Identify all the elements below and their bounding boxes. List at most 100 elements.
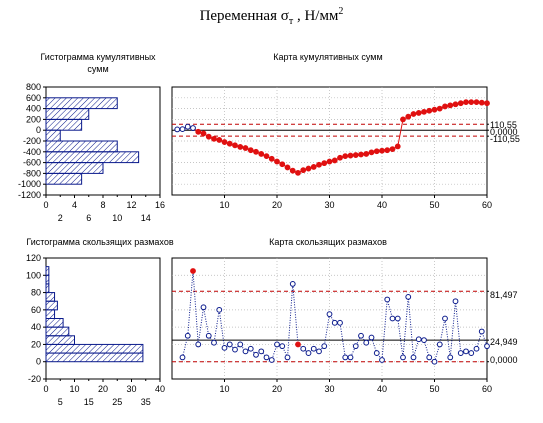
cusum-hist-ytick-label-9: -1000	[18, 179, 41, 189]
cusum-hist-xtick-label-top-1: 4	[72, 200, 77, 210]
range-hist-ytick-label-4: 40	[31, 322, 41, 332]
range-chart-point-34	[358, 332, 364, 339]
range-chart-point-7	[216, 306, 223, 313]
cusum-chart-point-9	[221, 139, 228, 145]
cusum-hist-bar-6	[45, 162, 104, 174]
cusum-chart-point-42	[394, 143, 401, 150]
cusum-hist-ytick-label-1: 600	[26, 93, 41, 103]
cusum-chart-point-24	[300, 167, 307, 174]
cusum-chart-point-7	[211, 135, 217, 142]
title-subscript: т	[288, 16, 294, 27]
range-hist-bar-9	[45, 343, 144, 354]
range-hist-bar-7	[45, 326, 70, 337]
range-hist-xtick-label-top-2: 20	[98, 384, 108, 394]
cusum-histogram-title-line2: сумм	[87, 64, 108, 74]
range-chart-point-1	[184, 332, 191, 339]
range-chart-point-30	[337, 319, 343, 326]
cusum-hist-ytick-label-7: -600	[23, 158, 41, 168]
range-hist-xtick-label-top-4: 40	[155, 384, 165, 394]
cusum-hist-bar-2	[45, 118, 83, 131]
range-hist-bar-10	[45, 352, 144, 363]
range-chart-point-3	[195, 341, 202, 348]
range-hist-bar-5	[45, 309, 56, 320]
cusum-chart-point-50	[436, 105, 443, 112]
cusum-chart-xtick-label-5: 60	[482, 200, 492, 210]
cusum-chart-point-34	[352, 152, 359, 158]
cusum-chart-point-39	[379, 147, 385, 154]
range-chart-point-57	[478, 328, 485, 335]
range-chart-point-39	[384, 296, 391, 303]
cusum-hist-xtick-label-bottom-0: 2	[58, 213, 63, 223]
cusum-chart-point-31	[337, 154, 343, 161]
range-chart-point-31	[342, 354, 349, 361]
range-chart-ucl-label: 81,497	[490, 290, 518, 300]
range-chart-point-37	[373, 350, 380, 356]
cusum-chart-point-22	[289, 167, 296, 174]
range-hist-bar-0	[45, 266, 50, 276]
cusum-chart-point-54	[457, 100, 464, 107]
range-hist-bar-6	[45, 318, 64, 328]
range-chart-point-54	[463, 348, 469, 355]
cusum-chart-point-20	[279, 161, 286, 168]
cusum-chart-point-37	[368, 149, 375, 156]
range-hist-xtick-label-top-0: 0	[43, 384, 48, 394]
range-chart-xtick-label-2: 30	[324, 384, 334, 394]
range-histogram-title: Гистограмма скользящих размахов	[26, 237, 173, 247]
range-hist-bar-2	[45, 283, 50, 294]
cusum-chart-point-53	[452, 101, 459, 108]
range-chart-point-16	[263, 354, 270, 361]
cusum-chart-point-13	[242, 145, 249, 151]
cusum-chart-point-52	[447, 102, 454, 109]
cusum-chart-point-18	[268, 155, 275, 162]
range-chart-point-53	[457, 350, 464, 356]
cusum-chart-point-44	[405, 113, 412, 120]
cusum-chart-xtick-label-2: 30	[324, 200, 334, 210]
cusum-chart-point-45	[410, 111, 417, 117]
cusum-chart-point-38	[373, 148, 380, 155]
cusum-chart-point-48	[426, 107, 433, 114]
cusum-chart-point-27	[316, 161, 322, 168]
cusum-hist-ytick-label-5: -200	[23, 136, 41, 146]
range-hist-xtick-label-bottom-1: 15	[84, 397, 94, 407]
cusum-chart-point-36	[363, 151, 370, 157]
range-chart: Карта скользящих размахов 10 20 30 40 50 60 8…	[171, 237, 518, 394]
range-hist-ytick-label-1: 100	[26, 270, 41, 280]
range-chart-point-19	[279, 343, 286, 350]
range-chart-lcl-label: 0,0000	[490, 355, 518, 365]
cusum-chart-point-5	[200, 130, 207, 137]
range-chart-xtick-label-0: 10	[219, 384, 229, 394]
cusum-hist-ytick-label-2: 400	[26, 104, 41, 114]
range-hist-xtick-label-top-3: 30	[126, 384, 136, 394]
cusum-chart-point-17	[263, 153, 270, 160]
range-chart-point-24	[305, 350, 312, 356]
cusum-chart-point-19	[274, 158, 280, 165]
cusum-chart-point-2	[184, 123, 191, 130]
range-hist-xtick-label-bottom-2: 25	[112, 397, 122, 407]
range-chart-point-33	[352, 343, 359, 350]
range-chart-point-49	[436, 341, 443, 348]
cusum-chart-point-6	[205, 133, 212, 140]
cusum-chart-point-51	[442, 103, 448, 110]
range-chart-point-20	[284, 354, 291, 361]
cusum-chart-point-57	[473, 99, 480, 106]
cusum-chart-point-55	[463, 99, 469, 106]
cusum-chart-point-3	[190, 125, 196, 131]
cusum-hist-xtick-label-bottom-3: 14	[141, 213, 151, 223]
range-chart-point-4	[200, 304, 207, 311]
cusum-chart-point-12	[237, 144, 244, 150]
cusum-chart-point-59	[484, 100, 490, 107]
cusum-hist-ytick-label-3: 200	[26, 114, 41, 124]
cusum-hist-ytick-label-6: -400	[23, 147, 41, 157]
range-chart-point-41	[394, 315, 401, 322]
cusum-chart-point-0	[174, 126, 181, 133]
range-chart-point-8	[221, 344, 228, 351]
cusum-hist-ytick-label-4: 0	[36, 125, 41, 135]
cusum-chart-point-10	[226, 140, 233, 147]
range-hist-xtick-label-bottom-3: 35	[141, 397, 151, 407]
cusum-chart-point-28	[321, 160, 328, 167]
range-chart-point-0	[179, 354, 186, 361]
range-hist-bar-3	[45, 292, 56, 302]
cusum-chart-point-26	[310, 164, 317, 170]
range-chart-xtick-label-5: 60	[482, 384, 492, 394]
cusum-hist-bar-7	[45, 172, 83, 185]
